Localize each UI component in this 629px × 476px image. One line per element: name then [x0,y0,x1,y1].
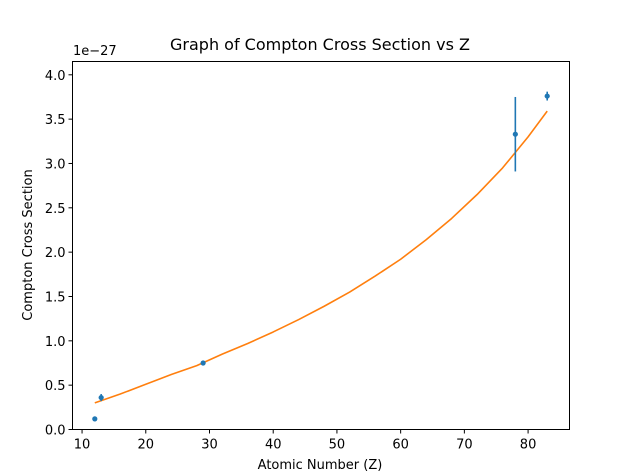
x-tick-label: 70 [456,438,473,453]
fit-curve [94,110,548,404]
x-tick-label: 20 [138,438,155,453]
chart-title: Graph of Compton Cross Section vs Z [170,35,470,54]
y-tick-label: 0.0 [45,424,66,439]
data-point [544,93,550,99]
y-tick-label: 0.5 [45,379,66,394]
x-tick-label: 80 [520,438,537,453]
y-axis: 0.0 0.5 1.0 1.5 2.0 2.5 3.0 3.5 4.0 [45,69,73,439]
data-point [98,394,104,401]
data-point [512,131,518,137]
x-tick-label: 60 [392,438,409,453]
x-tick-label: 10 [74,438,91,453]
y-tick-label: 2.0 [45,246,66,261]
y-tick-label: 3.5 [45,113,66,128]
axes-frame [72,61,570,430]
y-offset-text: 1e−27 [73,44,117,59]
x-tick-label: 30 [201,438,218,453]
y-tick-label: 3.0 [45,157,66,172]
y-tick-label: 2.5 [45,202,66,217]
x-tick-label: 40 [265,438,282,453]
y-tick-label: 4.0 [45,69,66,84]
x-axis: 10 20 30 40 50 60 70 80 [74,429,537,453]
data-point [200,360,206,366]
data-point [92,416,98,422]
plot-area [92,91,550,422]
y-tick-label: 1.0 [45,335,66,350]
y-axis-label: Compton Cross Section [21,169,36,320]
x-tick-label: 50 [329,438,346,453]
y-tick-label: 1.5 [45,290,66,305]
x-axis-label: Atomic Number (Z) [258,458,383,473]
